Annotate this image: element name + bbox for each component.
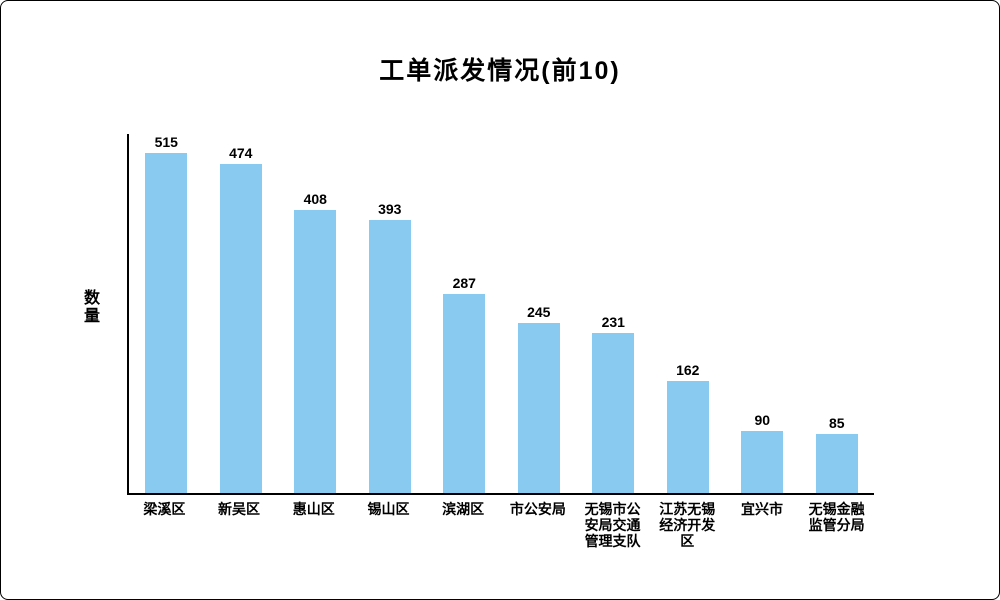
bar-slot: 474 [204,134,279,493]
x-label-slot: 滨湖区 [426,501,501,549]
x-axis-label: 滨湖区 [442,501,485,517]
bar-value-label: 162 [676,361,700,378]
bar-slot: 393 [353,134,428,493]
x-label-slot: 无锡金融监管分局 [799,501,874,549]
x-axis-label: 无锡市公安局交通管理支队 [584,501,641,550]
x-axis-label: 梁溪区 [143,501,186,517]
x-axis-label: 无锡金融监管分局 [808,501,865,534]
bar [592,332,635,493]
bar-value-label: 408 [303,190,327,207]
x-label-slot: 江苏无锡经济开发区 [650,501,725,549]
bar-slot: 245 [502,134,577,493]
bar-slot: 231 [576,134,651,493]
bar-slot: 90 [725,134,800,493]
bar [219,163,262,493]
bar-value-label: 245 [527,303,551,320]
x-axis-label: 新吴区 [218,501,261,517]
bar-value-label: 474 [229,144,253,161]
bar [443,293,486,493]
x-label-slot: 新吴区 [202,501,277,549]
bar-value-label: 287 [452,274,476,291]
bar-value-label: 85 [828,415,845,431]
bar [145,153,188,493]
bars-row: 515 474 408 393 287 245 231 162 90 85 [129,134,874,493]
bar [368,220,411,493]
x-axis-label: 宜兴市 [740,501,783,517]
bar-slot: 85 [800,134,875,493]
x-label-slot: 锡山区 [351,501,426,549]
bar [517,322,560,493]
x-axis-label: 市公安局 [509,501,566,517]
x-axis-label: 江苏无锡经济开发区 [659,501,716,550]
bar-slot: 408 [278,134,353,493]
y-axis-label: 数量 [81,289,98,325]
x-axis-label: 锡山区 [367,501,410,517]
bar [741,430,784,493]
x-label-slot: 惠山区 [276,501,351,549]
bar-value-label: 393 [378,201,402,218]
bar-value-label: 231 [601,313,625,330]
bar-value-label: 90 [754,411,771,428]
bar-slot: 162 [651,134,726,493]
chart-title: 工单派发情况(前10) [379,57,621,85]
bar-value-label: 515 [154,134,178,150]
bar [815,434,858,493]
x-label-slot: 无锡市公安局交通管理支队 [575,501,650,549]
x-label-slot: 梁溪区 [127,501,202,549]
bar [294,209,337,493]
x-label-slot: 市公安局 [501,501,576,549]
bar [666,380,709,493]
plot-area: 515 474 408 393 287 245 231 162 90 85 [127,134,874,495]
bar-slot: 515 [129,134,204,493]
bar-slot: 287 [427,134,502,493]
x-label-slot: 宜兴市 [725,501,800,549]
x-axis-label: 惠山区 [292,501,335,517]
x-axis-labels: 梁溪区 新吴区 惠山区 锡山区 滨湖区 市公安局 无锡市公安局交通管理支队 江苏无锡经济开发区… [127,501,874,549]
